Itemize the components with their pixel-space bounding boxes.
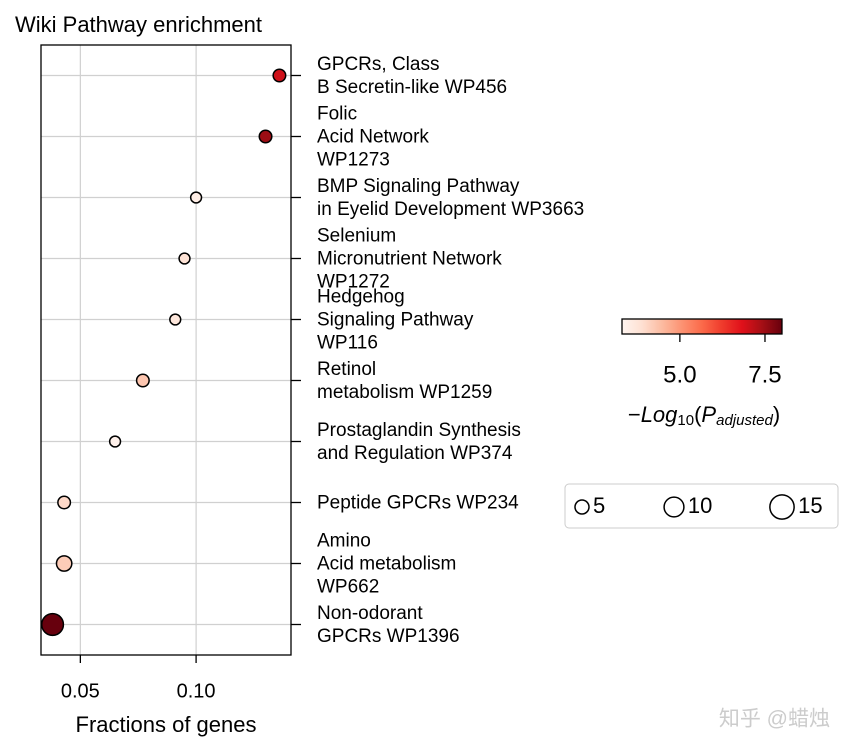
colorbar-tick-label: 5.0	[663, 361, 696, 388]
size-legend-label: 10	[688, 493, 712, 518]
y-tick-label: Peptide GPCRs WP234	[317, 492, 519, 513]
size-legend-marker	[769, 494, 795, 520]
colorbar-label-part: 10	[677, 412, 694, 429]
size-legend-label: 15	[798, 493, 822, 518]
dot	[108, 435, 122, 448]
chart-title: Wiki Pathway enrichment	[15, 12, 262, 37]
dot	[57, 495, 72, 510]
y-tick-label: Hedgehog Signaling Pathway WP116	[317, 286, 474, 353]
y-tick-label: GPCRs, Class B Secretin-like WP456	[317, 53, 508, 98]
y-tick-label: BMP Signaling Pathway in Eyelid Developm…	[317, 175, 585, 220]
dot	[55, 555, 73, 572]
size-legend-marker	[574, 499, 590, 515]
x-tick-label: 0.05	[61, 680, 100, 702]
colorbar-label-part: (	[694, 402, 702, 427]
colorbar-label-part: −	[628, 402, 641, 427]
size-legend-box	[564, 483, 839, 529]
dot	[189, 191, 203, 204]
dot	[135, 373, 150, 388]
dot	[178, 252, 191, 265]
y-tick-label: Folic Acid Network WP1273	[317, 103, 429, 170]
y-tick-label: Retinol metabolism WP1259	[317, 358, 493, 403]
dot	[272, 68, 287, 83]
size-legend-label: 5	[593, 493, 605, 518]
dot	[258, 129, 273, 144]
y-tick-label: Amino Acid metabolism WP662	[317, 530, 457, 597]
y-tick-label: Non-odorant GPCRs WP1396	[317, 602, 460, 647]
colorbar-label-part: P	[701, 402, 716, 427]
watermark: 知乎 @蜡烛	[719, 708, 830, 731]
plot-frame	[40, 44, 292, 656]
colorbar	[621, 318, 783, 335]
y-tick-label: Selenium Micronutrient Network WP1272	[317, 225, 502, 292]
x-axis-label: Fractions of genes	[76, 712, 257, 737]
colorbar-label-part: adjusted	[716, 412, 773, 429]
dot	[40, 612, 65, 637]
colorbar-label: −Log10(Padjusted)	[628, 402, 780, 429]
colorbar-tick-label: 7.5	[748, 361, 781, 388]
y-tick-label: Prostaglandin Synthesis and Regulation W…	[317, 419, 521, 464]
colorbar-label-part: Log	[641, 402, 678, 427]
size-legend-marker	[663, 496, 685, 518]
colorbar-label-part: )	[773, 402, 780, 427]
x-tick-label: 0.10	[177, 680, 216, 702]
dot	[169, 313, 182, 326]
